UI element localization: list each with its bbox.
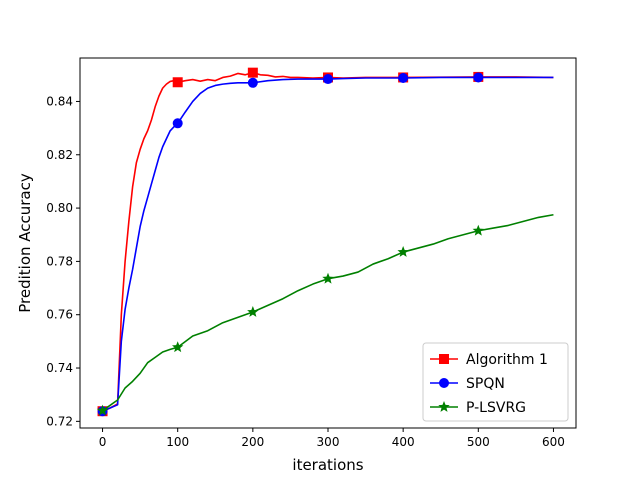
data-point-p-lsvrg	[247, 306, 259, 317]
legend-label-algorithm-1: Algorithm 1	[466, 352, 548, 368]
y-tick-label: 0.84	[46, 94, 73, 108]
data-point-algorithm-1	[172, 77, 183, 88]
data-point-p-lsvrg	[171, 341, 184, 353]
x-tick-label: 200	[241, 435, 264, 449]
data-point-algorithm-1	[247, 67, 258, 78]
series-line-p-lsvrg	[102, 213, 554, 412]
legend: Algorithm 1 SPQN P-LSVRG	[422, 342, 569, 422]
legend-label-p-lsvrg: P-LSVRG	[466, 400, 526, 416]
legend-marker-spqn	[439, 378, 449, 388]
y-tick-label: 0.72	[46, 414, 73, 428]
x-tick-label: 100	[166, 435, 189, 449]
legend-label-spqn: SPQN	[466, 376, 505, 392]
y-tick-label: 0.80	[46, 201, 73, 215]
legend-marker-p-lsvrg	[438, 401, 450, 412]
data-point-spqn	[398, 72, 409, 83]
y-axis: 0.72 0.74 0.76 0.78 0.80 0.82 0.84	[46, 94, 80, 428]
data-point-spqn	[323, 74, 333, 85]
legend-box	[422, 342, 569, 422]
x-tick-label: 600	[542, 435, 565, 449]
y-tick-label: 0.78	[46, 254, 73, 268]
data-point-spqn	[473, 72, 484, 83]
y-tick-label: 0.74	[46, 361, 73, 375]
data-point-p-lsvrg	[472, 224, 485, 236]
x-axis-label: iterations	[292, 456, 363, 474]
y-axis-label: Predition Accuracy	[16, 173, 34, 313]
y-tick-label: 0.82	[46, 148, 73, 162]
series-layer	[96, 67, 554, 417]
data-point-spqn	[172, 118, 183, 129]
x-tick-label: 0	[99, 435, 107, 449]
data-point-p-lsvrg	[322, 272, 334, 284]
series-line-spqn	[102, 76, 554, 412]
y-tick-label: 0.76	[46, 308, 73, 322]
x-tick-label: 300	[317, 435, 340, 449]
data-point-p-lsvrg	[96, 404, 109, 416]
x-axis: 0 100 200 300 400 500 600	[99, 428, 565, 449]
data-point-spqn	[247, 77, 258, 88]
legend-marker-algorithm-1	[439, 354, 449, 364]
x-tick-label: 500	[467, 435, 490, 449]
x-tick-label: 400	[392, 435, 415, 449]
data-point-p-lsvrg	[397, 246, 409, 257]
